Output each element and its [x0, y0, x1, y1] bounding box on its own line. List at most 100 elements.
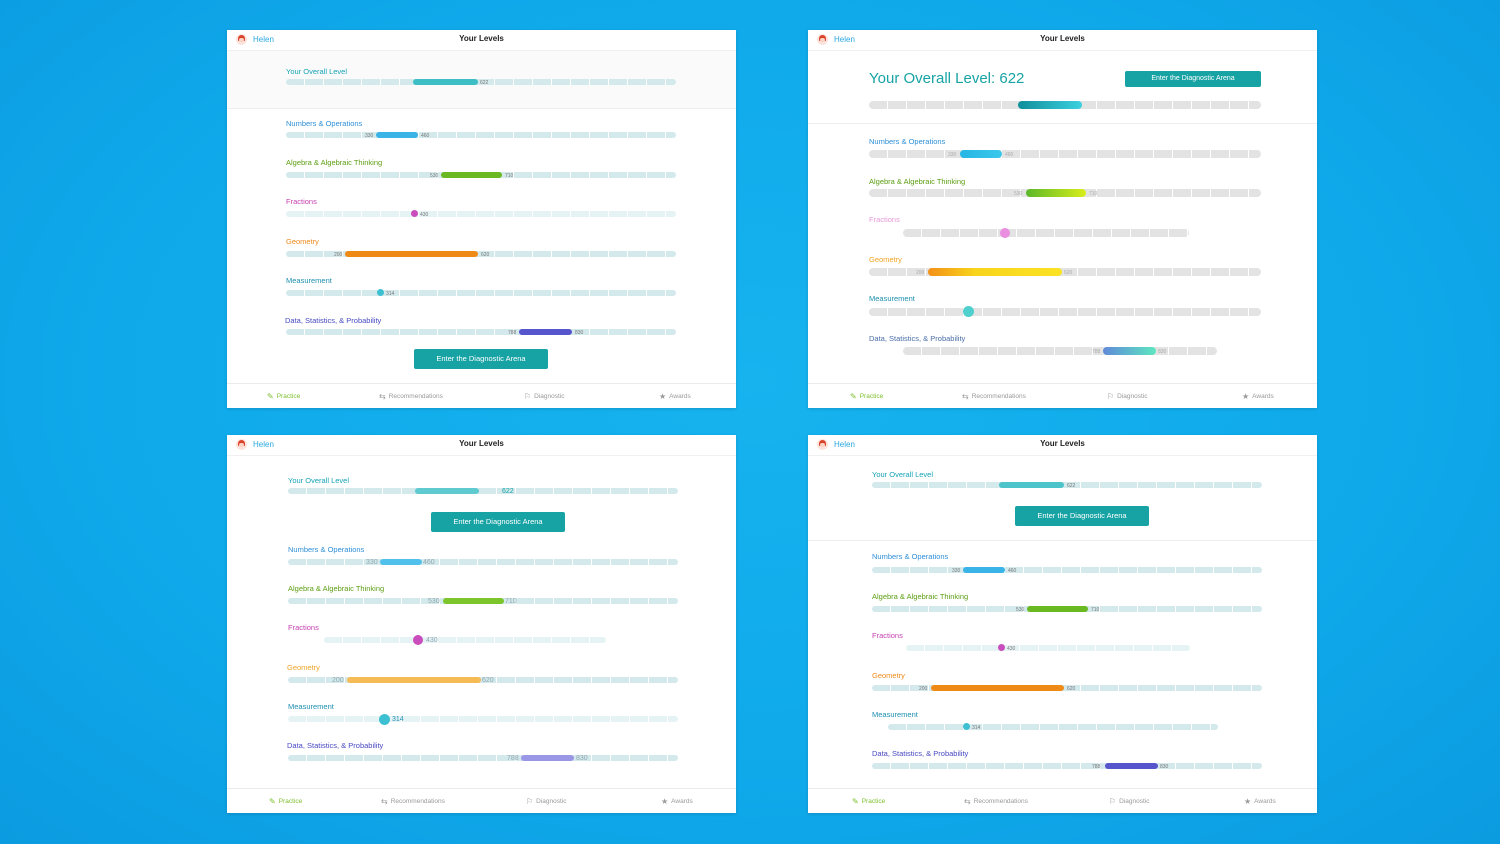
- category-track-measurement: [869, 308, 1261, 316]
- numbers-low-value: 330: [948, 152, 957, 158]
- nav-diagnostic[interactable]: ⚐ Diagnostic: [1109, 797, 1150, 806]
- overall-level-section: Your Overall Level 622 Enter the Diagnos…: [808, 456, 1317, 541]
- flag-icon: ⚐: [1109, 797, 1117, 806]
- geometry-high-value: 620: [482, 677, 494, 684]
- category-label-algebra: Algebra & Algebraic Thinking: [872, 592, 969, 601]
- algebra-high-value: 710: [1091, 607, 1100, 613]
- category-label-geometry: Geometry: [869, 255, 902, 264]
- geometry-low-value: 200: [916, 270, 925, 276]
- category-track-geometry: [286, 251, 676, 257]
- category-marker-measurement: [379, 714, 390, 725]
- numbers-low-value: 330: [952, 568, 961, 574]
- nav-practice[interactable]: ✎ Practice: [850, 392, 883, 401]
- flag-icon: ⚐: [526, 797, 534, 806]
- category-track-data: [872, 763, 1262, 769]
- nav-awards[interactable]: ★ Awards: [659, 392, 691, 401]
- category-marker-measurement: [963, 306, 974, 317]
- bottom-nav: ✎ Practice ⇆ Recommendations ⚐ Diagnostic ★…: [808, 383, 1317, 408]
- flag-icon: ⚐: [524, 392, 532, 401]
- levels-screen-v4: Helen Your Levels Your Overall Level 622…: [808, 435, 1317, 813]
- enter-diagnostic-arena-button[interactable]: Enter the Diagnostic Arena: [414, 349, 548, 369]
- flag-icon: ⚐: [1107, 392, 1115, 401]
- category-label-data: Data, Statistics, & Probability: [872, 749, 969, 758]
- category-track-numbers: [288, 559, 678, 565]
- nav-awards[interactable]: ★ Awards: [1242, 392, 1274, 401]
- bottom-nav: ✎ Practice ⇆ Recommendations ⚐ Diagnostic ★…: [808, 788, 1317, 813]
- category-label-fractions: Fractions: [286, 197, 317, 206]
- enter-diagnostic-arena-button[interactable]: Enter the Diagnostic Arena: [1125, 71, 1261, 87]
- geometry-high-value: 620: [1064, 270, 1073, 276]
- geometry-high-value: 620: [481, 252, 490, 258]
- nav-practice[interactable]: ✎ Practice: [852, 797, 885, 806]
- fractions-value: 430: [426, 637, 438, 644]
- category-label-fractions: Fractions: [872, 631, 903, 640]
- category-track-geometry: [872, 685, 1262, 691]
- category-track-measurement: [288, 716, 678, 722]
- category-label-measurement: Measurement: [869, 294, 915, 303]
- star-icon: ★: [661, 797, 669, 806]
- nav-recommendations-label: Recommendations: [973, 798, 1028, 805]
- star-icon: ★: [659, 392, 667, 401]
- measurement-value: 314: [972, 725, 981, 731]
- category-label-measurement: Measurement: [288, 702, 334, 711]
- nav-recommendations[interactable]: ⇆ Recommendations: [964, 797, 1028, 806]
- nav-awards[interactable]: ★ Awards: [1244, 797, 1276, 806]
- avatar-icon[interactable]: [817, 439, 828, 450]
- overall-level-range: [413, 79, 478, 85]
- category-track-numbers: [872, 567, 1262, 573]
- nav-practice[interactable]: ✎ Practice: [267, 392, 300, 401]
- avatar-icon[interactable]: [236, 439, 247, 450]
- username[interactable]: Helen: [253, 35, 274, 44]
- nav-recommendations[interactable]: ⇆ Recommendations: [381, 797, 445, 806]
- screen-title: Your Levels: [1040, 34, 1085, 43]
- username[interactable]: Helen: [834, 440, 855, 449]
- signpost-icon: ⇆: [381, 797, 388, 806]
- enter-diagnostic-arena-button[interactable]: Enter the Diagnostic Arena: [431, 512, 565, 532]
- category-range-numbers: [376, 132, 418, 138]
- nav-practice[interactable]: ✎ Practice: [269, 797, 302, 806]
- category-track-fractions: [906, 645, 1190, 651]
- pencil-icon: ✎: [267, 392, 274, 401]
- data-high-value: 830: [1158, 349, 1167, 355]
- nav-recommendations[interactable]: ⇆ Recommendations: [379, 392, 443, 401]
- signpost-icon: ⇆: [964, 797, 971, 806]
- data-low-value: 788: [1092, 764, 1101, 770]
- numbers-high-value: 460: [423, 559, 435, 566]
- nav-recommendations[interactable]: ⇆ Recommendations: [962, 392, 1026, 401]
- username[interactable]: Helen: [834, 35, 855, 44]
- overall-level-range: [415, 488, 479, 494]
- category-range-geometry: [928, 268, 1062, 276]
- enter-diagnostic-arena-button[interactable]: Enter the Diagnostic Arena: [1015, 506, 1149, 526]
- star-icon: ★: [1244, 797, 1252, 806]
- overall-level-section: Your Overall Level 622: [227, 51, 736, 109]
- avatar-icon[interactable]: [236, 34, 247, 45]
- pencil-icon: ✎: [852, 797, 859, 806]
- data-low-value: 788: [508, 330, 517, 336]
- category-label-geometry: Geometry: [287, 663, 320, 672]
- nav-practice-label: Practice: [859, 393, 884, 400]
- nav-diagnostic[interactable]: ⚐ Diagnostic: [1107, 392, 1148, 401]
- category-label-measurement: Measurement: [872, 710, 918, 719]
- nav-diagnostic[interactable]: ⚐ Diagnostic: [526, 797, 567, 806]
- category-marker-fractions: [1000, 228, 1010, 238]
- category-track-fractions: [903, 229, 1189, 237]
- nav-diagnostic[interactable]: ⚐ Diagnostic: [524, 392, 565, 401]
- algebra-low-value: 530: [428, 598, 440, 605]
- category-label-geometry: Geometry: [286, 237, 319, 246]
- category-range-algebra: [1027, 606, 1088, 612]
- nav-awards[interactable]: ★ Awards: [661, 797, 693, 806]
- category-label-data: Data, Statistics, & Probability: [287, 741, 384, 750]
- numbers-high-value: 460: [1005, 152, 1014, 158]
- category-track-geometry: [288, 677, 678, 683]
- category-range-numbers: [960, 150, 1002, 158]
- category-range-algebra: [441, 172, 502, 178]
- category-label-algebra: Algebra & Algebraic Thinking: [286, 158, 383, 167]
- username[interactable]: Helen: [253, 440, 274, 449]
- algebra-low-value: 530: [1014, 191, 1023, 197]
- overall-level-value: 622: [502, 488, 514, 495]
- avatar-icon[interactable]: [817, 34, 828, 45]
- nav-diagnostic-label: Diagnostic: [1119, 798, 1150, 805]
- category-track-numbers: [869, 150, 1261, 158]
- numbers-high-value: 460: [421, 133, 430, 139]
- category-range-algebra: [1026, 189, 1086, 197]
